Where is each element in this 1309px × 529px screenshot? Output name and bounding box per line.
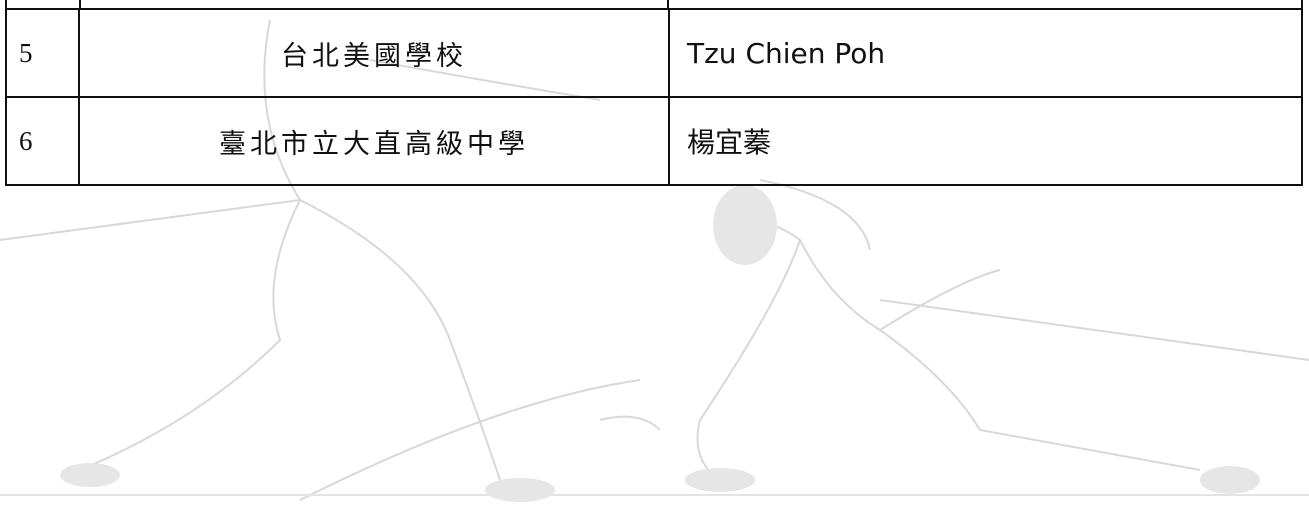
row-number: 6 <box>5 96 80 186</box>
school-table: 5 台北美國學校 Tzu Chien Poh 6 臺北市立大直高級中學 楊宜蓁 <box>5 8 1303 186</box>
person-name: 楊宜蓁 <box>668 96 1303 186</box>
table-row: 6 臺北市立大直高級中學 楊宜蓁 <box>5 96 1303 186</box>
previous-row-stub <box>5 0 1303 9</box>
person-name: Tzu Chien Poh <box>668 8 1303 98</box>
school-name: 臺北市立大直高級中學 <box>78 96 670 186</box>
school-name: 台北美國學校 <box>78 8 670 98</box>
row-number: 5 <box>5 8 80 98</box>
table-row: 5 台北美國學校 Tzu Chien Poh <box>5 8 1303 98</box>
